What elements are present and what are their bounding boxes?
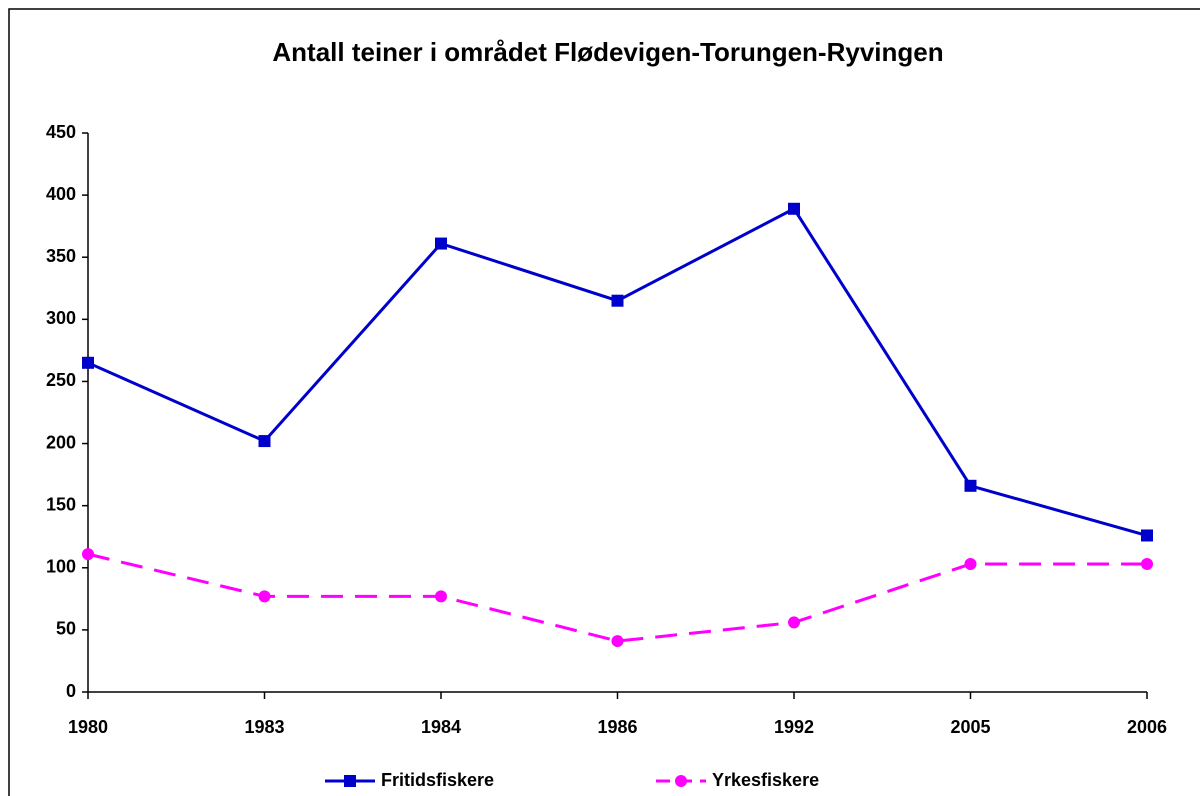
- point-marker: [435, 237, 447, 250]
- chart-title: Antall teiner i området Flødevigen-Torun…: [272, 37, 943, 67]
- point-marker: [964, 558, 977, 571]
- x-tick-label: 2005: [950, 717, 990, 737]
- point-marker: [82, 548, 94, 561]
- x-tick-label: 1984: [421, 717, 461, 737]
- y-tick-label: 200: [46, 432, 76, 452]
- y-tick-label: 250: [46, 370, 76, 390]
- point-marker: [611, 635, 624, 648]
- x-tick-label: 1992: [774, 717, 814, 737]
- point-marker: [82, 356, 94, 369]
- y-tick-label: 150: [46, 494, 76, 514]
- y-tick-label: 100: [46, 557, 76, 577]
- point-marker: [788, 616, 800, 629]
- legend-label: Yrkesfiskere: [712, 770, 819, 790]
- x-tick-label: 1980: [68, 717, 108, 737]
- y-tick-label: 350: [46, 246, 76, 266]
- x-tick-label: 1983: [244, 717, 284, 737]
- y-tick-label: 400: [46, 184, 76, 204]
- legend-marker: [344, 775, 356, 787]
- y-tick-label: 50: [56, 619, 76, 639]
- y-tick-label: 300: [46, 308, 76, 328]
- legend-marker: [675, 775, 687, 787]
- legend-label: Fritidsfiskere: [381, 770, 494, 790]
- y-tick-label: 450: [46, 122, 76, 142]
- point-marker: [611, 294, 624, 307]
- x-tick-label: 2006: [1127, 717, 1167, 737]
- chart-frame: [8, 8, 1200, 796]
- point-marker: [964, 479, 977, 492]
- y-tick-label: 0: [66, 681, 76, 701]
- point-marker: [788, 202, 800, 215]
- point-marker: [1141, 558, 1153, 571]
- point-marker: [258, 590, 271, 603]
- x-tick-label: 1986: [597, 717, 637, 737]
- point-marker: [258, 435, 271, 448]
- point-marker: [435, 590, 447, 603]
- point-marker: [1141, 529, 1153, 542]
